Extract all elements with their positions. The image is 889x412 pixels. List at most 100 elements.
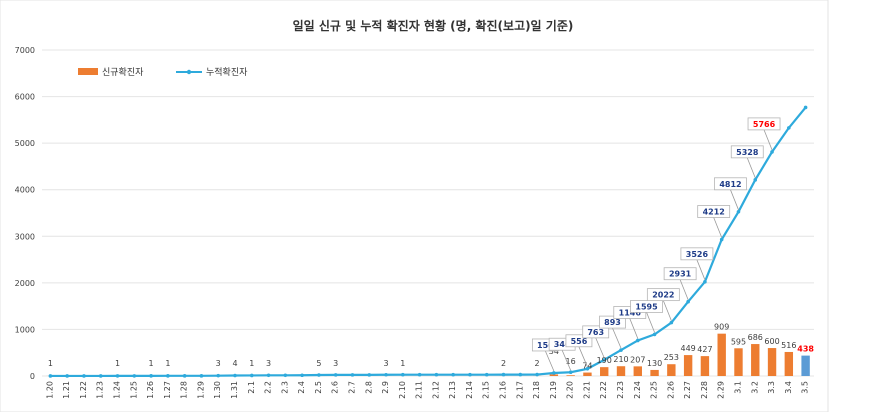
cumulative-value-label: 5328	[736, 148, 759, 157]
y-tick-label: 2000	[15, 279, 35, 288]
bar-value-label: 516	[781, 341, 796, 350]
bar-value-label: 190	[597, 356, 612, 365]
x-tick-label: 3.1	[733, 381, 742, 394]
line-point	[384, 372, 388, 377]
bar	[700, 356, 710, 376]
x-tick-label: 3.5	[801, 381, 810, 394]
x-tick-label: 1.26	[146, 381, 155, 399]
x-tick-label: 2.17	[515, 381, 524, 399]
bar-value-label: 3	[383, 359, 388, 368]
bar-value-label: 1	[48, 359, 53, 368]
bar-value-label: 5	[316, 359, 321, 368]
line-point	[115, 374, 120, 378]
line-point	[182, 374, 187, 378]
bar-value-label: 438	[797, 345, 814, 354]
line-point	[283, 373, 288, 378]
line-point	[703, 280, 707, 284]
legend-marker-cumulative	[186, 69, 192, 75]
callout-box	[714, 177, 747, 191]
x-tick-label: 2.29	[717, 381, 726, 399]
bar-value-label: 1	[149, 359, 154, 368]
cumulative-line	[50, 106, 807, 378]
callout-leader	[561, 350, 572, 371]
callout-leader	[679, 279, 689, 300]
callout-box	[680, 247, 714, 261]
x-axis: 1.20 1.21 1.22 1.23 1.24 1.25 1.26 1.27 1.28 1.29…	[45, 381, 809, 399]
line-point	[350, 373, 355, 377]
line-point	[585, 366, 590, 371]
line-point	[65, 374, 69, 378]
bar-value-label: 600	[764, 337, 779, 346]
y-tick-label: 3000	[15, 232, 35, 241]
bar	[600, 367, 609, 376]
line-point	[753, 178, 758, 182]
line-point	[669, 320, 674, 325]
callout-box	[663, 267, 697, 281]
bar-value-label: 130	[647, 359, 662, 368]
bar	[566, 375, 575, 376]
callout-leader	[545, 350, 555, 372]
bar-value-label: 2	[501, 359, 506, 368]
callout-box	[697, 205, 731, 218]
line-point	[501, 372, 506, 377]
x-tick-label: 2.15	[482, 381, 491, 399]
line-point	[166, 374, 170, 378]
line-point	[652, 332, 657, 337]
x-tick-label: 2.13	[448, 381, 457, 399]
bar-value-label: 2	[535, 359, 540, 368]
x-tick-label: 2.19	[549, 381, 558, 399]
line-point	[736, 209, 741, 214]
bar-value-label: 449	[680, 344, 695, 353]
x-tick-label: 3.4	[784, 381, 793, 394]
callout-box	[582, 325, 610, 339]
x-tick-label: 3.2	[750, 381, 759, 394]
callout-box	[630, 300, 663, 313]
line-series	[48, 105, 808, 378]
x-tick-label: 2.14	[465, 381, 474, 399]
cumulative-value-label: 556	[571, 337, 588, 346]
x-tick-label: 1.20	[45, 381, 54, 399]
bar-value-label: 1	[249, 359, 254, 368]
x-tick-label: 2.25	[650, 381, 659, 399]
x-tick-label: 1.30	[213, 381, 222, 399]
x-tick-label: 1.27	[163, 381, 172, 399]
bar-value-label: 210	[613, 355, 628, 364]
cumulative-value-label: 763	[587, 328, 604, 337]
x-tick-label: 2.4	[297, 381, 306, 394]
legend-label-cumulative: 누적확진자	[206, 66, 248, 78]
line-point	[249, 373, 254, 378]
cumulative-value-label: 4212	[703, 207, 725, 216]
line-point	[199, 374, 204, 378]
cumulative-value-label: 2931	[669, 270, 692, 279]
bar	[801, 355, 810, 376]
line-point	[401, 372, 405, 377]
x-tick-label: 3.3	[767, 381, 776, 394]
callout-box	[646, 288, 680, 302]
line-point	[787, 126, 791, 130]
line-point	[98, 374, 103, 378]
bar-value-label: 1	[165, 359, 170, 368]
cumulative-value-label: 2022	[652, 291, 674, 300]
bar-value-label: 34	[549, 347, 559, 356]
x-tick-label: 2.11	[415, 381, 424, 399]
x-tick-label: 2.6	[331, 381, 340, 394]
bar-value-label: 3	[266, 359, 271, 368]
line-point	[552, 371, 556, 375]
x-tick-label: 2.24	[633, 381, 642, 399]
x-tick-label: 2.20	[566, 381, 575, 399]
y-tick-label: 1000	[15, 325, 35, 334]
bar-value-label: 16	[566, 357, 576, 366]
bar	[633, 366, 642, 376]
line-point	[635, 338, 640, 343]
line-point	[317, 373, 321, 377]
x-tick-label: 2.18	[532, 381, 541, 399]
bar	[683, 355, 693, 376]
line-point	[468, 372, 472, 377]
cumulative-value-label: 156	[537, 341, 554, 350]
line-point	[82, 374, 86, 378]
callout-leader	[629, 318, 639, 339]
bar-value-label: 909	[714, 323, 729, 332]
line-point	[48, 374, 53, 378]
cumulative-value-label: 5766	[753, 120, 776, 129]
